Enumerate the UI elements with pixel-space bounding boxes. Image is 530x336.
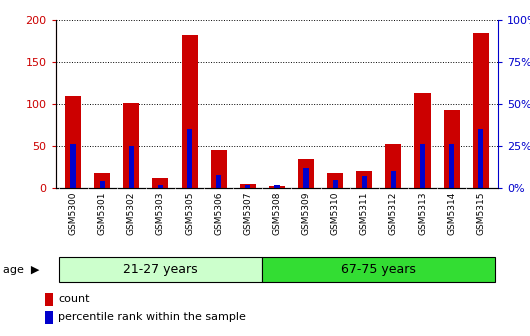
Text: percentile rank within the sample: percentile rank within the sample bbox=[58, 312, 246, 323]
Bar bbox=[303, 168, 308, 188]
Text: GSM5307: GSM5307 bbox=[243, 192, 252, 235]
Text: GSM5301: GSM5301 bbox=[98, 192, 107, 235]
Bar bbox=[211, 150, 227, 188]
Text: GSM5308: GSM5308 bbox=[272, 192, 281, 235]
Text: count: count bbox=[58, 294, 90, 304]
Bar bbox=[240, 184, 256, 188]
Bar bbox=[420, 144, 425, 188]
Bar bbox=[158, 185, 163, 188]
Bar bbox=[356, 171, 372, 188]
Bar bbox=[275, 185, 279, 188]
Bar bbox=[216, 175, 222, 188]
Text: GSM5309: GSM5309 bbox=[302, 192, 311, 235]
Bar bbox=[414, 93, 430, 188]
Bar bbox=[473, 33, 489, 188]
Bar bbox=[70, 144, 76, 188]
Text: 67-75 years: 67-75 years bbox=[341, 263, 416, 276]
Bar bbox=[187, 129, 192, 188]
Bar bbox=[361, 176, 367, 188]
Bar bbox=[478, 129, 483, 188]
Text: GSM5313: GSM5313 bbox=[418, 192, 427, 235]
Bar bbox=[45, 293, 53, 306]
Text: 21-27 years: 21-27 years bbox=[123, 263, 198, 276]
Text: GSM5310: GSM5310 bbox=[331, 192, 340, 235]
Bar bbox=[449, 144, 454, 188]
Text: GSM5300: GSM5300 bbox=[68, 192, 77, 235]
Bar bbox=[262, 257, 496, 282]
Bar bbox=[45, 311, 53, 324]
Text: GSM5314: GSM5314 bbox=[447, 192, 456, 235]
Bar bbox=[129, 146, 134, 188]
Bar bbox=[153, 178, 169, 188]
Bar bbox=[245, 185, 251, 188]
Bar bbox=[332, 180, 338, 188]
Bar bbox=[100, 181, 105, 188]
Bar bbox=[94, 173, 110, 188]
Text: GSM5315: GSM5315 bbox=[476, 192, 485, 235]
Bar bbox=[385, 144, 401, 188]
Bar bbox=[65, 96, 81, 188]
Text: GSM5305: GSM5305 bbox=[185, 192, 194, 235]
Text: GSM5306: GSM5306 bbox=[214, 192, 223, 235]
Bar bbox=[123, 103, 139, 188]
Bar bbox=[327, 173, 343, 188]
Bar bbox=[298, 159, 314, 188]
Bar bbox=[444, 110, 460, 188]
Text: GSM5311: GSM5311 bbox=[360, 192, 369, 235]
Text: GSM5312: GSM5312 bbox=[389, 192, 398, 235]
Text: GSM5303: GSM5303 bbox=[156, 192, 165, 235]
Bar bbox=[182, 35, 198, 188]
Text: GSM5302: GSM5302 bbox=[127, 192, 136, 235]
Bar bbox=[269, 185, 285, 188]
Text: age  ▶: age ▶ bbox=[3, 265, 39, 275]
Bar bbox=[58, 257, 262, 282]
Bar bbox=[391, 171, 396, 188]
